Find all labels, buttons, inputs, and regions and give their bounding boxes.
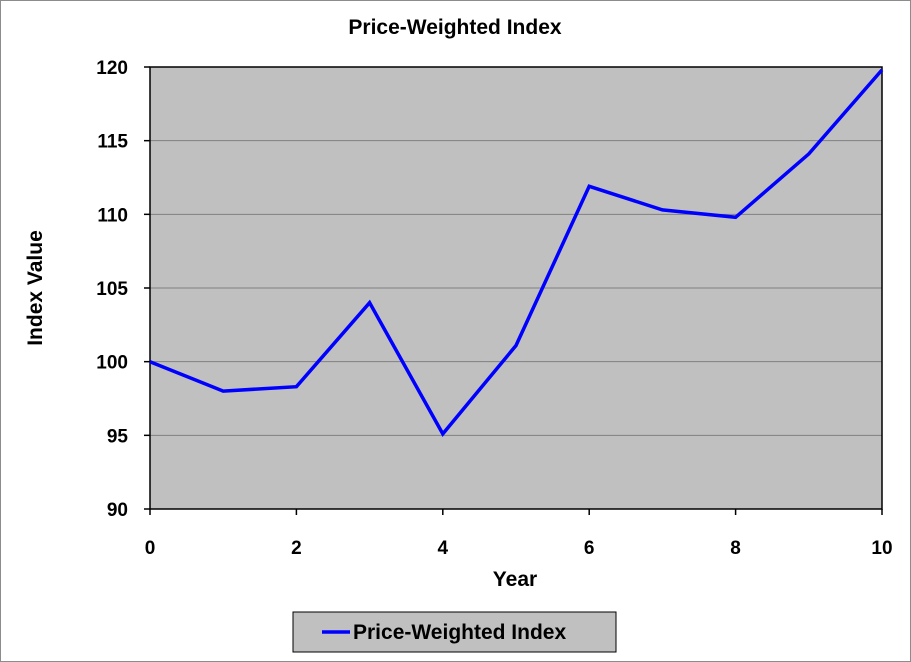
x-tick-label: 4 xyxy=(438,538,449,559)
y-tick-label: 100 xyxy=(96,353,128,374)
x-axis-ticks: 0 2 4 6 8 10 xyxy=(145,509,893,559)
x-tick-label: 10 xyxy=(871,538,892,559)
y-tick-label: 110 xyxy=(97,205,128,226)
y-axis-ticks: 90 95 100 105 110 115 120 xyxy=(96,58,150,521)
y-tick-label: 105 xyxy=(96,279,128,300)
legend: Price-Weighted Index xyxy=(292,611,617,653)
y-tick-label: 115 xyxy=(97,132,128,153)
plot-area-group xyxy=(149,66,884,510)
y-tick-label: 120 xyxy=(96,58,128,79)
y-tick-label: 95 xyxy=(107,426,129,447)
x-tick-label: 2 xyxy=(291,538,302,559)
y-tick-label: 90 xyxy=(107,500,128,521)
x-axis-label: Year xyxy=(493,568,537,591)
x-tick-label: 6 xyxy=(584,538,595,559)
y-axis-label: Index Value xyxy=(24,230,47,346)
legend-label: Price-Weighted Index xyxy=(353,621,566,644)
x-tick-label: 8 xyxy=(730,538,741,559)
x-tick-label: 0 xyxy=(145,538,156,559)
chart-title: Price-Weighted Index xyxy=(348,16,561,39)
